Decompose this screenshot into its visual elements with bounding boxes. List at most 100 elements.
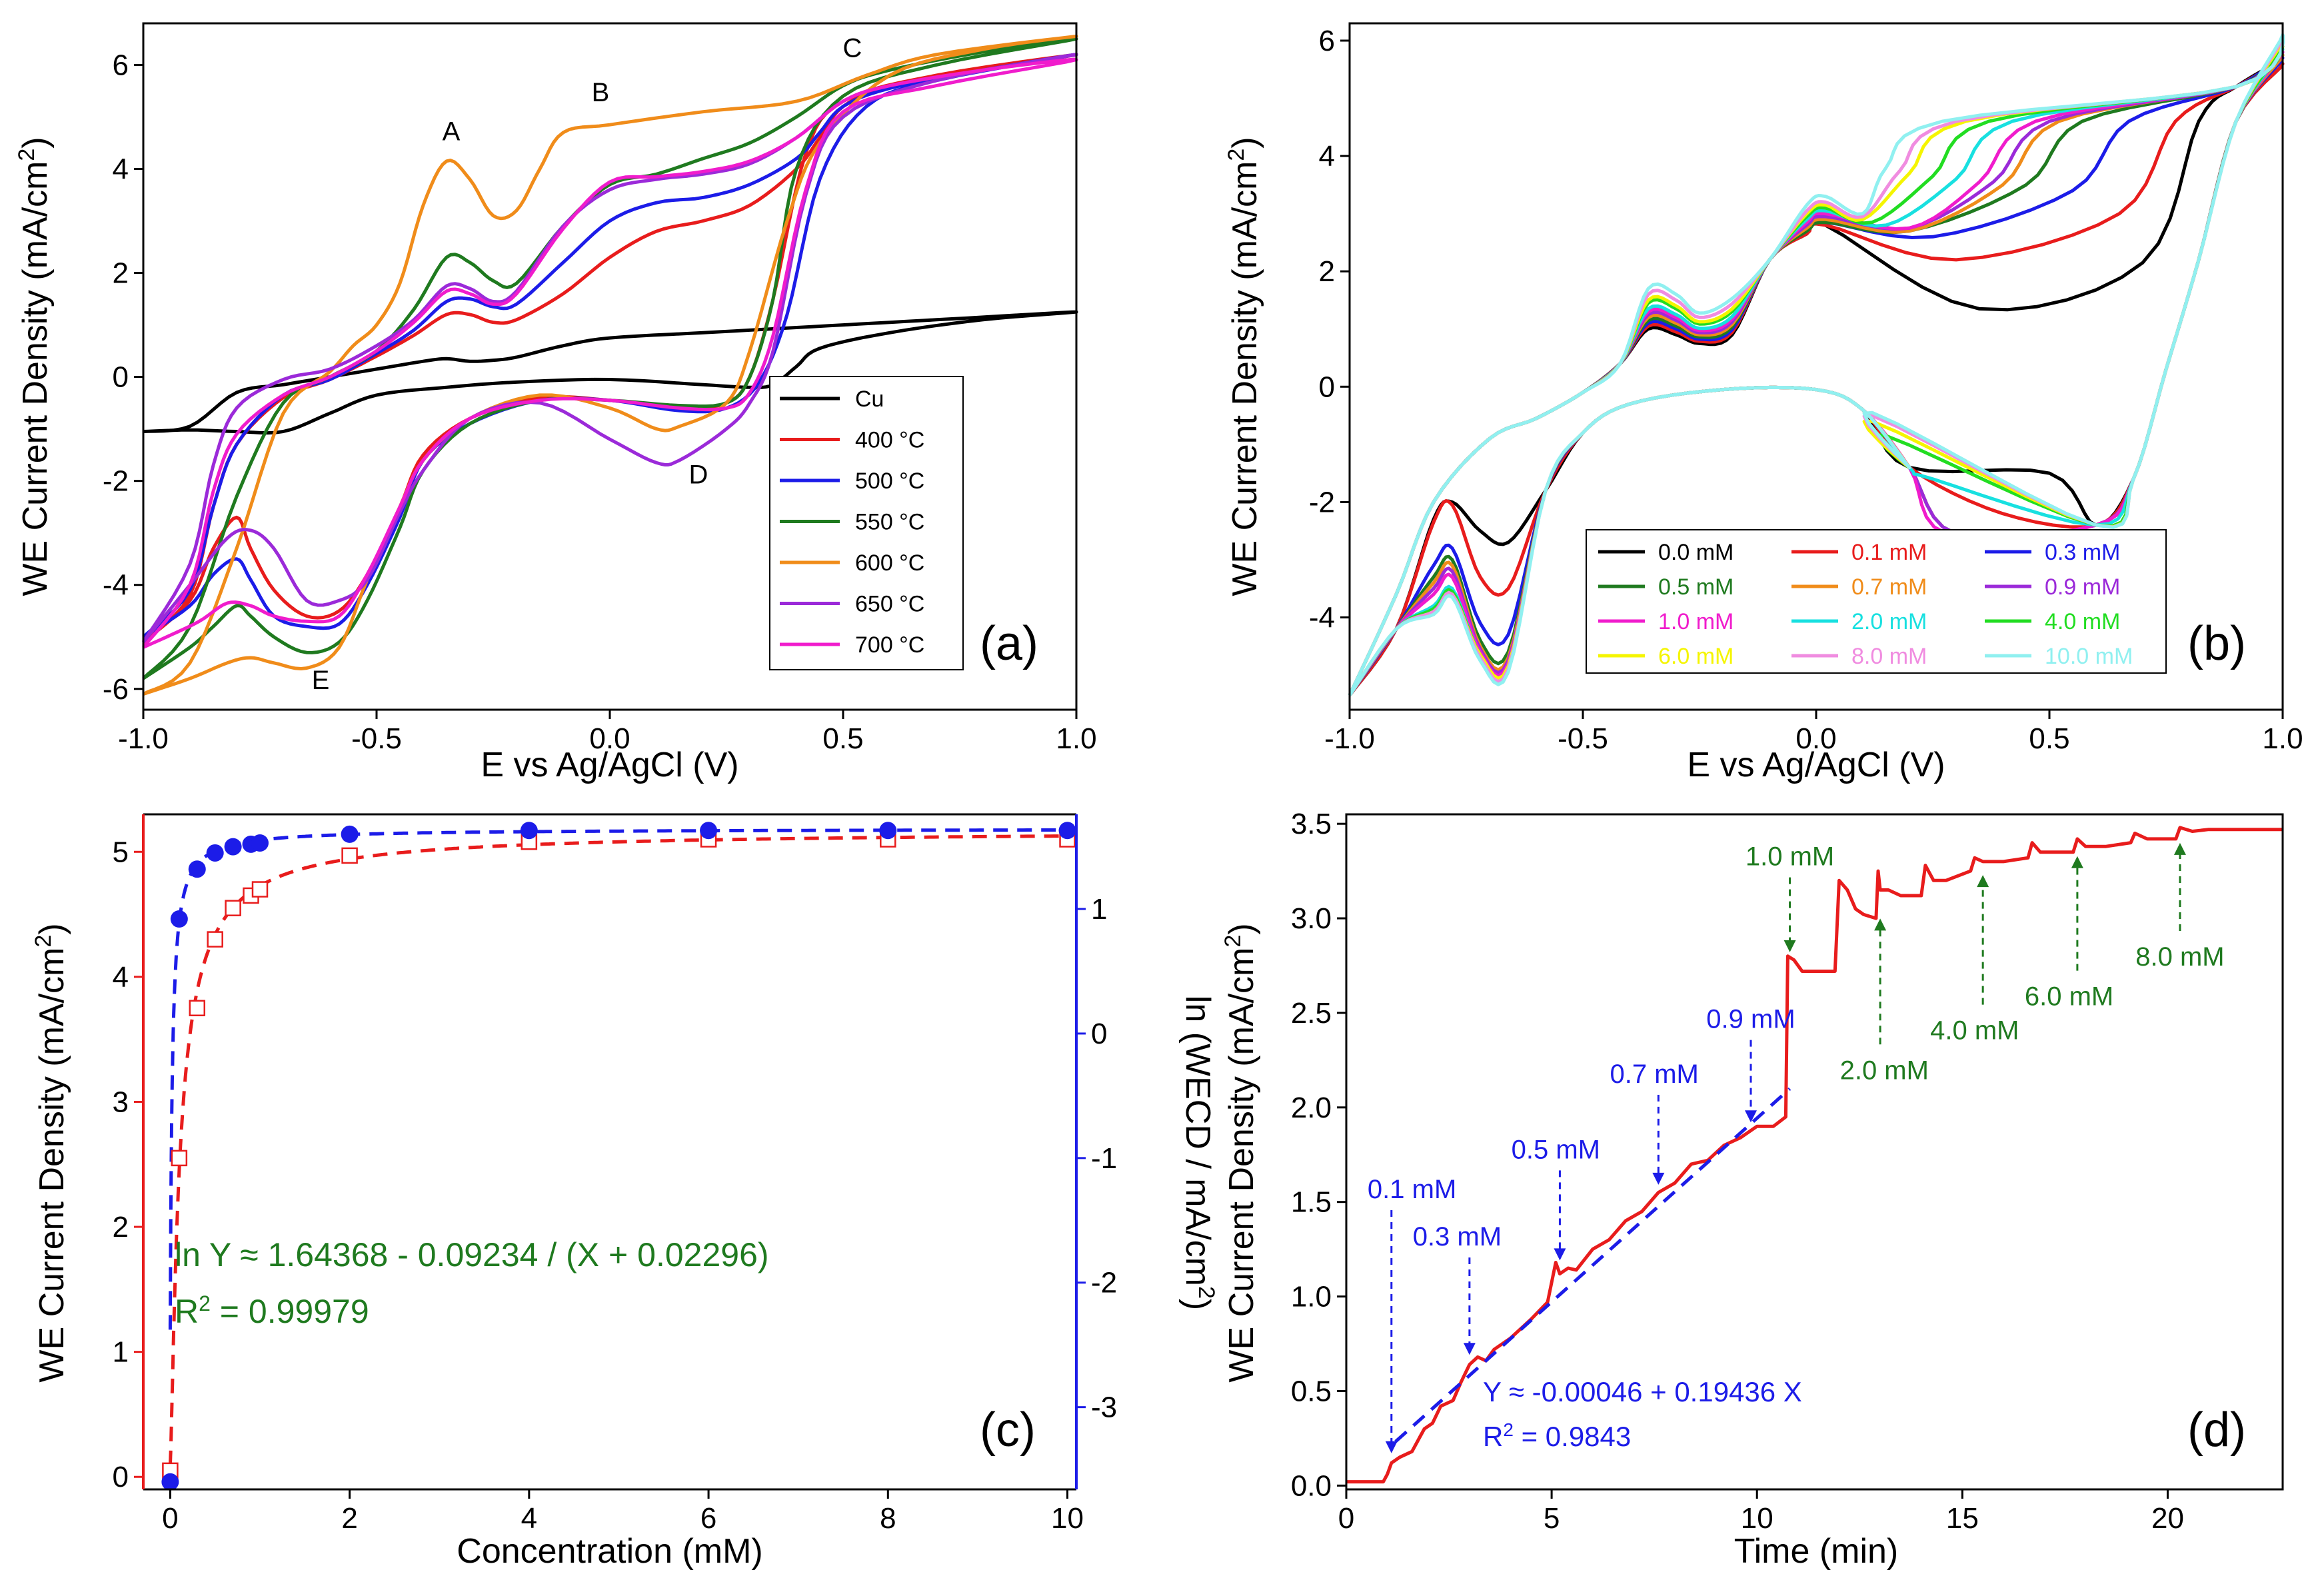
- legend-label: Cu: [855, 387, 884, 412]
- x-tick-label: 6: [700, 1502, 716, 1535]
- legend-label: 0.1 mM: [1851, 540, 1927, 565]
- x-tick-label: 1.0: [2262, 722, 2303, 755]
- panel-a-annotations: A B C D E: [312, 34, 862, 695]
- data-point-ln: [1058, 822, 1076, 840]
- peak-annotation: D: [689, 460, 708, 490]
- y-tick-label: 0: [113, 361, 129, 394]
- addition-label: 0.7 mM: [1610, 1060, 1698, 1089]
- data-point-ln: [206, 844, 224, 862]
- data-point-ln: [170, 910, 188, 928]
- y-tick-label: 0.0: [1291, 1469, 1332, 1502]
- legend-label: 10.0 mM: [2045, 644, 2133, 669]
- panel-d-markers: 0.1 mM 0.3 mM 0.5 mM 0.7 mM 0.9 mM 1.0 mM 2.0 …: [1368, 842, 2225, 1453]
- panel-c-ylabel-right: ln (WECD / mA/cm2): [1178, 996, 1219, 1310]
- y-tick-label: 2: [113, 257, 129, 290]
- legend-label: 550 °C: [855, 510, 924, 535]
- addition-label: 0.9 mM: [1706, 1005, 1795, 1034]
- y-tick-label: 4: [1319, 140, 1335, 173]
- legend-label: 2.0 mM: [1851, 609, 1927, 634]
- y-right-tick-label: 0: [1091, 1018, 1107, 1050]
- panel-a-xlabel: E vs Ag/AgCl (V): [481, 746, 738, 784]
- x-tick-label: 20: [2151, 1502, 2184, 1535]
- panel-d-equation: Y ≈ -0.00046 + 0.19436 X: [1483, 1376, 1802, 1407]
- panel-c-ticks: 0 2 4 6 8 10 0 1 2 3 4 5 -3 -2 -1 0 1: [113, 836, 1118, 1535]
- legend-label: 600 °C: [855, 550, 924, 576]
- data-point-current: [207, 931, 223, 948]
- panel-c-label: (c): [980, 1403, 1036, 1457]
- legend-label: 700 °C: [855, 632, 924, 658]
- y-tick-label: 1: [113, 1336, 129, 1369]
- panel-d-ylabel: WE Current Density (mA/cm2): [1220, 923, 1261, 1382]
- y-tick-label: 4: [113, 153, 129, 185]
- addition-label: 6.0 mM: [2025, 982, 2113, 1012]
- y-right-tick-label: -3: [1091, 1391, 1117, 1424]
- y-tick-label: 2.0: [1291, 1092, 1332, 1124]
- y-tick-label: -2: [1309, 486, 1335, 518]
- y-right-tick-label: -1: [1091, 1142, 1117, 1175]
- legend-label: 0.3 mM: [2045, 540, 2120, 565]
- panel-a-ylabel: WE Current Density (mA/cm2): [14, 137, 55, 596]
- data-point-current: [189, 1000, 206, 1017]
- legend-label: 1.0 mM: [1658, 609, 1734, 634]
- panel-d-ticks: 0 5 10 15 20 0.0 0.5 1.0 1.5 2.0 2.5 3.0 3.5: [1291, 808, 2184, 1535]
- x-tick-label: 10: [1051, 1502, 1084, 1535]
- y-right-tick-label: 1: [1091, 893, 1107, 926]
- linear-fit-line: [1394, 1087, 1791, 1443]
- cv-curve-100mM: [1348, 33, 2285, 696]
- data-point-ln: [251, 834, 269, 852]
- data-point-ln: [520, 822, 538, 840]
- addition-label: 4.0 mM: [1930, 1016, 2019, 1046]
- addition-label: 8.0 mM: [2135, 942, 2224, 972]
- y-tick-label: 1.0: [1291, 1281, 1332, 1313]
- addition-arrowhead: [1783, 940, 1796, 952]
- addition-arrowhead: [2173, 842, 2186, 855]
- panel-d-frame: [1345, 813, 2284, 1491]
- y-tick-label: 3: [113, 1086, 129, 1118]
- legend-label: 0.5 mM: [1658, 574, 1734, 600]
- panel-b-legend-box: [1586, 529, 2167, 674]
- addition-arrowhead: [1463, 1343, 1476, 1355]
- y-tick-label: 5: [113, 836, 129, 868]
- x-tick-label: -1.0: [1324, 722, 1375, 755]
- panel-d: 0.1 mM 0.3 mM 0.5 mM 0.7 mM 0.9 mM 1.0 mM 2.0 …: [1220, 808, 2284, 1571]
- y-tick-label: -4: [1309, 602, 1335, 634]
- y-tick-label: 3.0: [1291, 902, 1332, 935]
- cv-curve-Cu: [143, 310, 1078, 435]
- cv-curve-600C: [142, 35, 1078, 696]
- y-tick-label: 1.5: [1291, 1186, 1332, 1219]
- addition-arrowhead: [1874, 918, 1887, 931]
- y-tick-label: 0.5: [1291, 1375, 1332, 1407]
- addition-label: 0.3 mM: [1413, 1222, 1502, 1251]
- addition-arrowhead: [1385, 1441, 1398, 1453]
- y-tick-label: 0: [113, 1461, 129, 1493]
- panel-a-label: (a): [980, 617, 1038, 670]
- x-tick-label: 2: [341, 1502, 357, 1535]
- panel-b-xlabel: E vs Ag/AgCl (V): [1687, 746, 1945, 784]
- x-tick-label: -0.5: [1558, 722, 1608, 755]
- legend-label: 650 °C: [855, 592, 924, 617]
- panel-b-ticks: -1.0 -0.5 0.0 0.5 1.0 -4 -2 0 2 4 6: [1309, 25, 2303, 755]
- data-point-ln: [700, 822, 718, 840]
- data-point-current: [341, 847, 358, 864]
- panel-a-ticks: -1.0 -0.5 0.0 0.5 1.0 -6 -4 -2 0 2 4 6: [103, 49, 1097, 755]
- y-tick-label: 2: [113, 1211, 129, 1243]
- panel-b-label: (b): [2187, 617, 2246, 670]
- data-point-ln: [879, 822, 897, 840]
- data-point-ln: [341, 825, 359, 843]
- addition-arrowhead: [1744, 1110, 1757, 1123]
- legend-label: 0.9 mM: [2045, 574, 2120, 600]
- x-tick-label: 15: [1946, 1502, 1979, 1535]
- x-tick-label: 0: [162, 1502, 178, 1535]
- legend-label: 6.0 mM: [1658, 644, 1734, 669]
- y-tick-label: 4: [113, 961, 129, 994]
- x-tick-label: 5: [1544, 1502, 1560, 1535]
- x-tick-label: -0.5: [351, 722, 402, 755]
- y-tick-label: 6: [1319, 25, 1335, 57]
- legend-label: 0.7 mM: [1851, 574, 1927, 600]
- y-tick-label: -6: [103, 673, 129, 706]
- x-tick-label: -1.0: [118, 722, 169, 755]
- panel-b-legend: 0.0 mM 0.1 mM 0.3 mM 0.5 mM 0.7 mM 0.9 mM 1.0 …: [1586, 529, 2167, 674]
- x-tick-label: 1.0: [1056, 722, 1096, 755]
- panel-a: -1.0 -0.5 0.0 0.5 1.0 -6 -4 -2 0 2 4 6 A B C D E Cu 400 …: [14, 22, 1097, 784]
- panel-b-curves: [1348, 33, 2285, 696]
